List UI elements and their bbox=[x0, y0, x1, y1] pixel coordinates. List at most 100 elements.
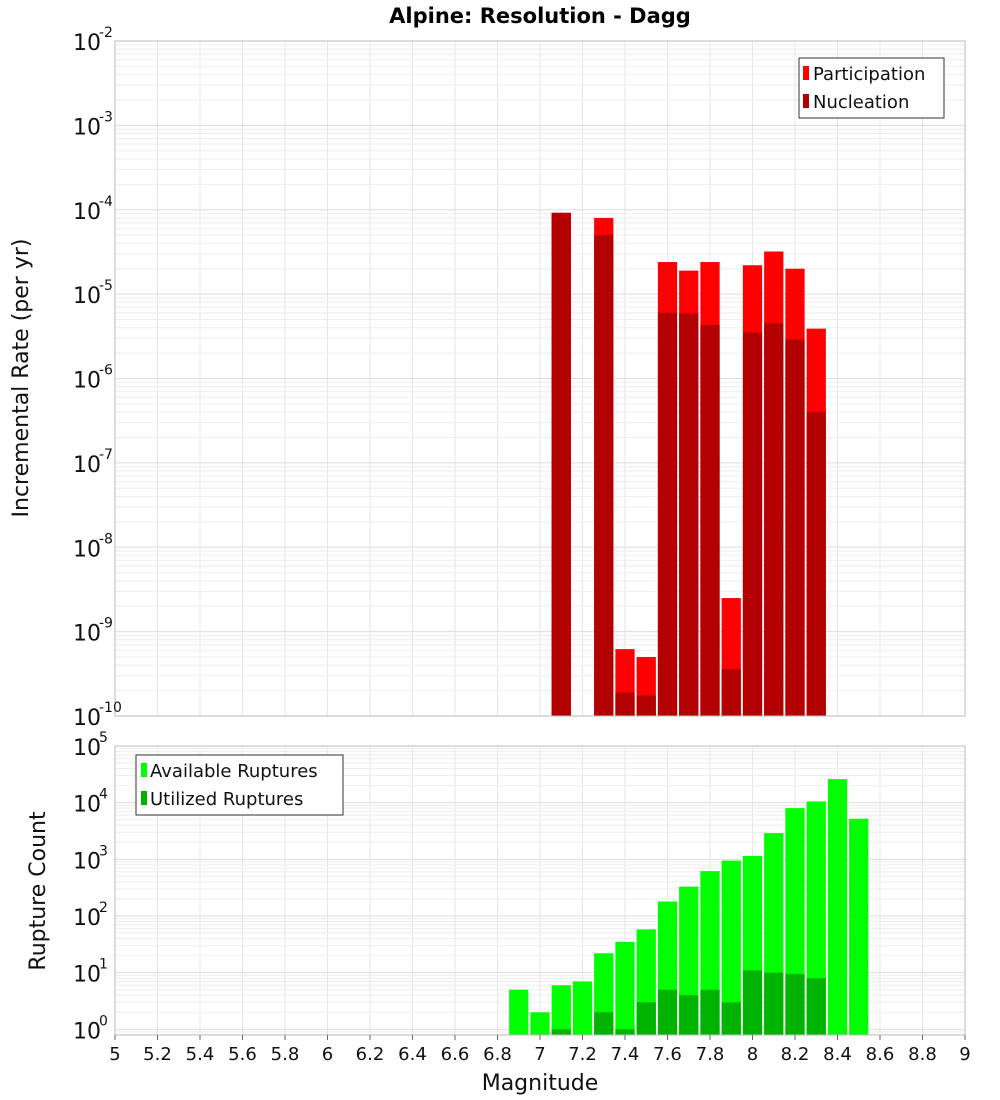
bottom-ytick-label: 105 bbox=[73, 730, 108, 761]
top-ytick-exponent: -3 bbox=[99, 109, 113, 125]
bottom-ytick-label: 104 bbox=[73, 787, 108, 818]
top-bar-nucleation bbox=[594, 235, 614, 716]
bottom-ytick-exponent: 2 bbox=[99, 900, 108, 916]
top-ytick-label: 10-6 bbox=[73, 363, 113, 394]
x-axis-label: Magnitude bbox=[482, 1071, 599, 1096]
top-ytick-base: 10 bbox=[73, 369, 101, 394]
x-tick-label: 5.4 bbox=[186, 1044, 215, 1065]
top-bar-nucleation bbox=[785, 339, 805, 716]
bottom-bar-available-ruptures bbox=[551, 985, 571, 1035]
top-bar-nucleation bbox=[615, 692, 635, 716]
legend-swatch-nucleation bbox=[803, 94, 809, 108]
top-bar-nucleation bbox=[636, 695, 656, 716]
x-tick-label: 6.2 bbox=[356, 1044, 385, 1065]
chart-title: Alpine: Resolution - Dagg bbox=[389, 4, 691, 28]
legend-label-nucleation: Nucleation bbox=[813, 92, 909, 113]
x-tick-label: 9 bbox=[959, 1044, 970, 1065]
top-ytick-exponent: -7 bbox=[99, 447, 113, 463]
bottom-bars bbox=[509, 779, 869, 1035]
top-ytick-label: 10-10 bbox=[73, 700, 122, 731]
x-tick-label: 7 bbox=[534, 1044, 545, 1065]
bottom-ytick-label: 101 bbox=[73, 957, 108, 988]
x-tick-label: 8.4 bbox=[823, 1044, 852, 1065]
x-tick-label: 8.6 bbox=[866, 1044, 895, 1065]
bottom-bar-available-ruptures bbox=[615, 941, 635, 1035]
x-tick-label: 7.4 bbox=[611, 1044, 640, 1065]
bottom-bar-utilized-ruptures bbox=[636, 1002, 656, 1035]
top-ytick-exponent: -4 bbox=[99, 194, 113, 210]
top-ytick-label: 10-7 bbox=[73, 447, 113, 478]
top-ytick-label: 10-8 bbox=[73, 531, 113, 562]
top-ytick-base: 10 bbox=[73, 284, 101, 309]
x-tick-label: 5.8 bbox=[271, 1044, 300, 1065]
top-ytick-label: 10-9 bbox=[73, 616, 113, 647]
bottom-bar-available-ruptures bbox=[827, 779, 848, 1035]
bottom-bar-utilized-ruptures bbox=[700, 989, 720, 1035]
bottom-bar-available-ruptures bbox=[572, 981, 593, 1035]
top-bar-nucleation bbox=[806, 412, 826, 716]
bottom-bar-utilized-ruptures bbox=[615, 1029, 635, 1035]
top-ytick-base: 10 bbox=[73, 622, 101, 647]
top-ytick-base: 10 bbox=[73, 453, 101, 478]
top-ytick-exponent: -9 bbox=[99, 616, 113, 632]
bottom-ytick-base: 10 bbox=[73, 906, 101, 931]
top-bars bbox=[551, 212, 826, 716]
x-tick-label: 6 bbox=[322, 1044, 333, 1065]
legend-swatch-participation bbox=[803, 66, 809, 80]
top-ytick-base: 10 bbox=[73, 115, 101, 140]
x-tick-label: 7.2 bbox=[568, 1044, 597, 1065]
top-bar-nucleation bbox=[721, 669, 741, 716]
top-ytick-label: 10-4 bbox=[73, 194, 113, 225]
bottom-bar-utilized-ruptures bbox=[806, 978, 826, 1035]
bottom-bar-available-ruptures bbox=[530, 1012, 550, 1035]
top-grid bbox=[114, 41, 966, 717]
top-ytick-exponent: -6 bbox=[99, 363, 113, 379]
top-ytick-base: 10 bbox=[73, 706, 101, 731]
top-ytick-label: 10-2 bbox=[73, 25, 113, 56]
top-ytick-label: 10-5 bbox=[73, 278, 113, 309]
top-legend-box bbox=[798, 57, 945, 119]
bottom-bar-utilized-ruptures bbox=[679, 995, 699, 1035]
x-tick-label: 7.6 bbox=[653, 1044, 682, 1065]
top-y-axis-label: Incremental Rate (per yr) bbox=[9, 239, 34, 518]
legend-swatch-utilized bbox=[141, 791, 147, 805]
bottom-bar-utilized-ruptures bbox=[764, 972, 784, 1035]
top-bar-nucleation bbox=[657, 312, 678, 716]
top-bar-nucleation bbox=[679, 313, 699, 716]
bottom-ytick-exponent: 0 bbox=[99, 1013, 108, 1029]
top-ytick-exponent: -5 bbox=[99, 278, 113, 294]
bottom-ytick-base: 10 bbox=[73, 793, 101, 818]
bottom-ytick-exponent: 1 bbox=[99, 957, 108, 973]
x-tick-label: 5 bbox=[109, 1044, 120, 1065]
x-tick-label: 5.6 bbox=[228, 1044, 257, 1065]
bottom-ytick-base: 10 bbox=[73, 736, 101, 761]
bottom-ytick-base: 10 bbox=[73, 1019, 101, 1044]
top-bar-nucleation bbox=[700, 325, 720, 716]
bottom-bar-utilized-ruptures bbox=[657, 989, 678, 1035]
legend-label-participation: Participation bbox=[813, 64, 925, 85]
x-ticks: 5 5.2 5.4 5.6 5.8 6 6.2 6.4 6.6 6.8 7 7.2 7.4 7.6 7.8 8… bbox=[109, 1035, 971, 1065]
legend-label-utilized: Utilized Ruptures bbox=[150, 789, 303, 810]
top-bar-nucleation bbox=[742, 332, 763, 716]
x-tick-label: 6.6 bbox=[441, 1044, 470, 1065]
top-ytick-base: 10 bbox=[73, 537, 101, 562]
bottom-ytick-base: 10 bbox=[73, 849, 101, 874]
bottom-bar-available-ruptures bbox=[849, 818, 869, 1035]
x-tick-label: 6.4 bbox=[398, 1044, 427, 1065]
top-ytick-base: 10 bbox=[73, 31, 101, 56]
bottom-ytick-exponent: 4 bbox=[99, 787, 108, 803]
x-tick-label: 8 bbox=[747, 1044, 758, 1065]
top-ytick-exponent: -2 bbox=[99, 25, 113, 41]
bottom-bar-utilized-ruptures bbox=[721, 1002, 741, 1035]
top-ytick-base: 10 bbox=[73, 200, 101, 225]
bottom-ytick-label: 102 bbox=[73, 900, 108, 931]
top-plot-frame bbox=[114, 40, 966, 717]
bottom-bar-utilized-ruptures bbox=[742, 970, 763, 1035]
bottom-ytick-label: 103 bbox=[73, 843, 108, 874]
bottom-ytick-exponent: 3 bbox=[99, 843, 108, 859]
top-ytick-exponent: -8 bbox=[99, 531, 113, 547]
